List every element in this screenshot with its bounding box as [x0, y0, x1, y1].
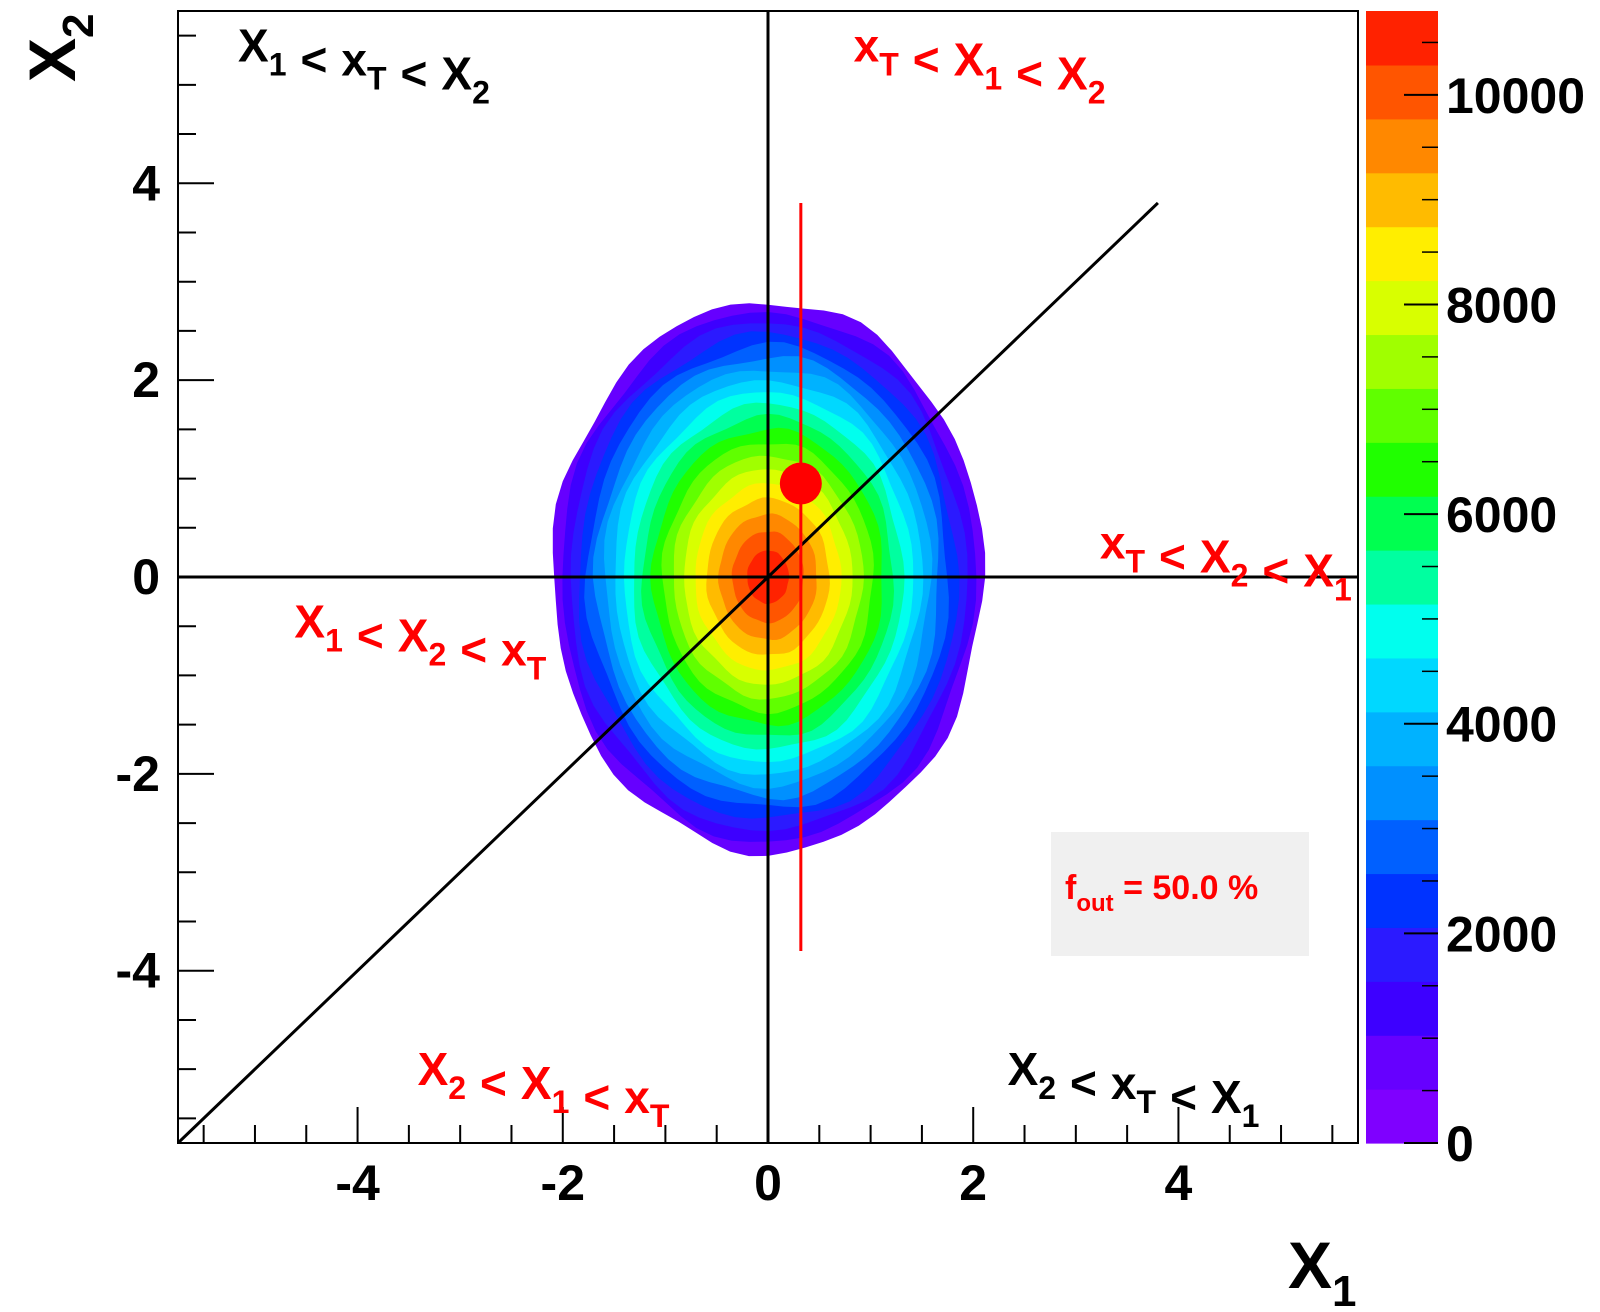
region-label-upper-left: X1 < xT < X2	[238, 19, 490, 110]
colorbar-band	[1366, 388, 1438, 443]
diagonal-line	[178, 201, 1159, 1143]
colorbar-band	[1366, 226, 1438, 282]
colorbar-tick-label: 10000	[1446, 68, 1585, 124]
colorbar-band	[1366, 118, 1438, 174]
xt-marker	[779, 462, 822, 505]
colorbar-band	[1366, 280, 1438, 336]
colorbar-tick-label: 6000	[1446, 487, 1557, 543]
x-tick-label: -4	[335, 1155, 380, 1211]
region-label-bottom-right: X2 < xT < X1	[1008, 1043, 1260, 1134]
region-label-mid-right: xT < X2 < X1	[1100, 517, 1352, 608]
annotation-box	[1051, 832, 1309, 956]
fout-text: fout = 50.0 %	[1065, 869, 1258, 917]
y-tick-label: -2	[116, 746, 160, 802]
region-label-upper-right: xT < X1 < X2	[854, 19, 1106, 110]
region-label-mid-left: X1 < X2 < xT	[294, 595, 546, 686]
colorbar-band	[1366, 981, 1438, 1036]
x-axis-title: X1	[1288, 1228, 1357, 1312]
colorbar-band	[1366, 550, 1438, 605]
y-tick-label: 2	[132, 352, 160, 408]
colorbar-band	[1366, 765, 1438, 821]
colorbar-tick-label: 4000	[1446, 697, 1557, 753]
x-tick-label: -2	[541, 1155, 585, 1211]
y-axis: -4 -2 0 2 4	[116, 34, 214, 1120]
colorbar-tick-label: 0	[1446, 1116, 1474, 1172]
x-tick-label: 2	[959, 1155, 987, 1211]
y-axis-title: X2	[15, 13, 103, 82]
colorbar-band	[1366, 11, 1438, 66]
marker-layer	[779, 462, 822, 505]
colorbar: 0 2000 4000 6000 8000 10000	[1366, 11, 1585, 1172]
colorbar-band	[1366, 64, 1438, 120]
colorbar-band	[1366, 1035, 1438, 1090]
colorbar-band	[1366, 1089, 1438, 1144]
colorbar-band	[1366, 334, 1438, 389]
y-tick-label: 0	[132, 549, 160, 605]
y-tick-label: -4	[116, 943, 161, 999]
colorbar-band	[1366, 496, 1438, 551]
colorbar-band	[1366, 819, 1438, 875]
x-tick-label: 0	[754, 1155, 782, 1211]
colorbar-tick-label: 8000	[1446, 277, 1557, 333]
region-label-bottom-left: X2 < X1 < xT	[418, 1043, 670, 1134]
colorbar-tick-label: 2000	[1446, 906, 1557, 962]
colorbar-band	[1366, 873, 1438, 928]
colorbar-band	[1366, 603, 1438, 659]
x-axis: -4 -2 0 2 4	[202, 1107, 1334, 1211]
axis-titles: X1 X2	[15, 13, 1357, 1312]
colorbar-band	[1366, 657, 1438, 713]
colorbar-band	[1366, 927, 1438, 982]
region-labels: X1 < xT < X2 xT < X1 < X2 xT < X2 < X1 X1 < X2 < xT X2 < X1 < xT…	[238, 19, 1352, 1134]
colorbar-band	[1366, 711, 1438, 767]
fout-annotation: fout = 50.0 %	[1051, 832, 1309, 956]
reference-lines	[178, 11, 1358, 1143]
colorbar-band	[1366, 442, 1438, 497]
x-tick-label: 4	[1165, 1155, 1193, 1211]
y-tick-label: 4	[132, 155, 160, 211]
